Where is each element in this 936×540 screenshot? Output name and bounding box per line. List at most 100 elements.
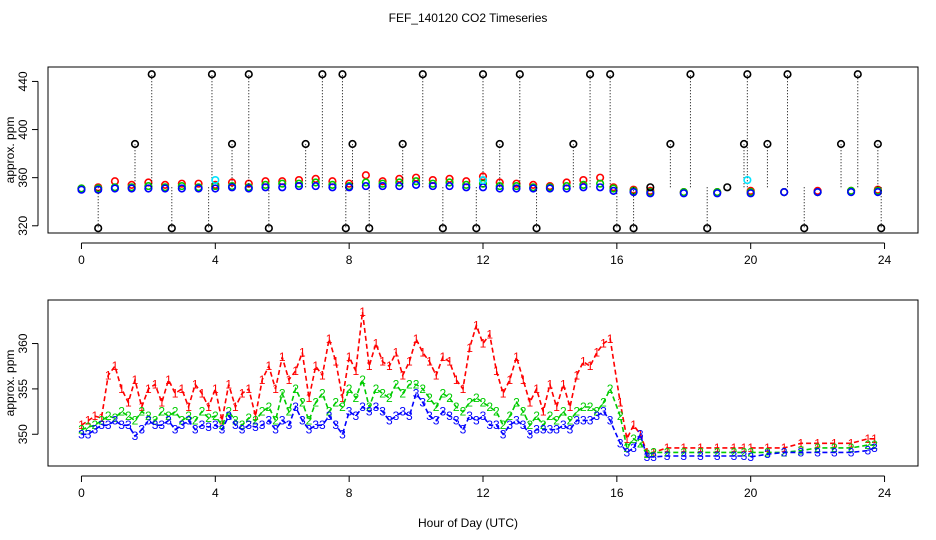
bottom-marker-series-1: 1 bbox=[553, 400, 560, 414]
bottom-marker-series-2: 2 bbox=[600, 396, 607, 410]
bottom-marker-series-1: 1 bbox=[299, 346, 306, 360]
bottom-ylabel: approx. ppm bbox=[3, 350, 17, 417]
top-point-series-outlier bbox=[244, 70, 253, 79]
bottom-plot-frame bbox=[47, 299, 919, 467]
bottom-marker-series-1: 1 bbox=[520, 373, 527, 387]
bottom-marker-series-3: 3 bbox=[540, 423, 547, 437]
bottom-marker-series-2: 2 bbox=[326, 405, 333, 419]
bottom-marker-series-2: 2 bbox=[292, 382, 299, 396]
top-x-tick-label: 8 bbox=[346, 253, 353, 267]
bottom-x-tick-label: 4 bbox=[212, 486, 219, 500]
bottom-marker-series-2: 2 bbox=[506, 409, 513, 423]
bottom-marker-series-1: 1 bbox=[486, 327, 493, 341]
bottom-marker-series-3: 3 bbox=[781, 445, 788, 459]
top-point-series-outlier bbox=[836, 139, 846, 149]
top-point-series-outlier bbox=[227, 139, 237, 149]
bottom-y-tick-label: 360 bbox=[16, 333, 30, 353]
bottom-marker-series-1: 1 bbox=[426, 355, 433, 369]
top-x-tick-label: 24 bbox=[878, 253, 892, 267]
bottom-marker-series-3: 3 bbox=[386, 414, 393, 428]
bottom-marker-series-1: 1 bbox=[346, 350, 353, 364]
top-point-series-outlier bbox=[612, 224, 621, 233]
bottom-marker-series-1: 1 bbox=[413, 332, 420, 346]
bottom-marker-series-1: 1 bbox=[419, 346, 426, 360]
bottom-x-tick-label: 16 bbox=[610, 486, 624, 500]
bottom-marker-series-3: 3 bbox=[359, 400, 366, 414]
bottom-marker-series-1: 1 bbox=[624, 432, 631, 446]
bottom-marker-series-1: 1 bbox=[165, 373, 172, 387]
top-point-series-3 bbox=[545, 184, 555, 193]
top-point-series-3 bbox=[211, 184, 220, 193]
top-point-series-outlier bbox=[318, 70, 327, 79]
bottom-marker-series-2: 2 bbox=[339, 400, 346, 414]
top-point-series-2 bbox=[445, 178, 454, 187]
bottom-marker-series-3: 3 bbox=[798, 445, 805, 459]
bottom-x-tick-label: 0 bbox=[78, 486, 85, 500]
top-point-series-1 bbox=[194, 179, 203, 188]
bottom-marker-series-3: 3 bbox=[259, 418, 266, 432]
top-point-series-outlier bbox=[873, 139, 882, 149]
bottom-marker-series-3: 3 bbox=[506, 418, 513, 432]
top-point-series-outlier bbox=[739, 139, 749, 149]
bottom-marker-series-1: 1 bbox=[630, 418, 637, 432]
bottom-marker-series-2: 2 bbox=[179, 414, 186, 428]
top-point-series-1 bbox=[227, 178, 237, 187]
top-point-series-3 bbox=[512, 184, 521, 193]
bottom-marker-series-3: 3 bbox=[252, 420, 259, 434]
bottom-marker-series-2: 2 bbox=[239, 418, 246, 432]
top-point-series-3 bbox=[361, 181, 370, 191]
bottom-marker-series-1: 1 bbox=[506, 373, 513, 387]
bottom-marker-series-3: 3 bbox=[125, 418, 132, 432]
bottom-marker-series-3: 3 bbox=[145, 414, 152, 428]
bottom-marker-series-2: 2 bbox=[486, 400, 493, 414]
bottom-x-tick-label: 20 bbox=[744, 486, 758, 500]
bottom-marker-series-3: 3 bbox=[527, 427, 534, 441]
bottom-marker-series-2: 2 bbox=[473, 391, 480, 405]
bottom-marker-series-1: 1 bbox=[871, 432, 878, 446]
bottom-marker-series-3: 3 bbox=[286, 418, 293, 432]
bottom-marker-series-1: 1 bbox=[587, 359, 594, 373]
bottom-marker-series-1: 1 bbox=[239, 386, 246, 400]
bottom-marker-series-2: 2 bbox=[346, 382, 353, 396]
bottom-marker-series-1: 1 bbox=[125, 396, 132, 410]
bottom-marker-series-3: 3 bbox=[332, 418, 339, 432]
bottom-marker-series-1: 1 bbox=[764, 441, 771, 455]
bottom-marker-series-1: 1 bbox=[697, 441, 704, 455]
top-point-series-3 bbox=[780, 188, 789, 197]
top-y-tick-label: 440 bbox=[16, 71, 30, 91]
top-ylabel: approx. ppm bbox=[3, 117, 17, 184]
bottom-marker-series-2: 2 bbox=[172, 405, 179, 419]
bottom-marker-series-2: 2 bbox=[446, 391, 453, 405]
top-point-series-outlier bbox=[478, 70, 488, 79]
bottom-marker-series-1: 1 bbox=[533, 382, 540, 396]
bottom-marker-series-1: 1 bbox=[460, 382, 467, 396]
bottom-marker-series-2: 2 bbox=[299, 396, 306, 410]
bottom-marker-series-1: 1 bbox=[259, 373, 266, 387]
bottom-marker-series-2: 2 bbox=[353, 391, 360, 405]
bottom-marker-series-2: 2 bbox=[406, 377, 413, 391]
bottom-marker-series-2: 2 bbox=[747, 445, 754, 459]
top-point-series-3 bbox=[445, 181, 454, 191]
top-x-tick-label: 12 bbox=[476, 253, 490, 267]
bottom-marker-series-3: 3 bbox=[814, 445, 821, 459]
bottom-marker-series-3: 3 bbox=[85, 427, 92, 441]
top-point-series-3 bbox=[411, 180, 421, 189]
bottom-marker-series-3: 3 bbox=[419, 396, 426, 410]
bottom-marker-series-3: 3 bbox=[426, 409, 433, 423]
bottom-marker-series-1: 1 bbox=[473, 318, 480, 332]
bottom-x-tick-label: 8 bbox=[346, 486, 353, 500]
bottom-marker-series-3: 3 bbox=[573, 414, 580, 428]
top-x-tick-label: 0 bbox=[78, 253, 85, 267]
bottom-marker-series-3: 3 bbox=[413, 386, 420, 400]
bottom-marker-series-2: 2 bbox=[192, 414, 199, 428]
bottom-marker-series-3: 3 bbox=[78, 427, 85, 441]
top-point-series-3 bbox=[244, 184, 253, 193]
bottom-marker-series-3: 3 bbox=[433, 414, 440, 428]
top-point-series-3 bbox=[596, 183, 605, 192]
top-panel: 0 4 8 12 16 20 24 320 360 400 440 approx. ppm bbox=[3, 66, 919, 267]
top-point-series-outlier bbox=[532, 224, 541, 233]
bottom-marker-series-3: 3 bbox=[630, 441, 637, 455]
top-point-series-3 bbox=[177, 184, 186, 193]
bottom-marker-series-2: 2 bbox=[252, 414, 259, 428]
